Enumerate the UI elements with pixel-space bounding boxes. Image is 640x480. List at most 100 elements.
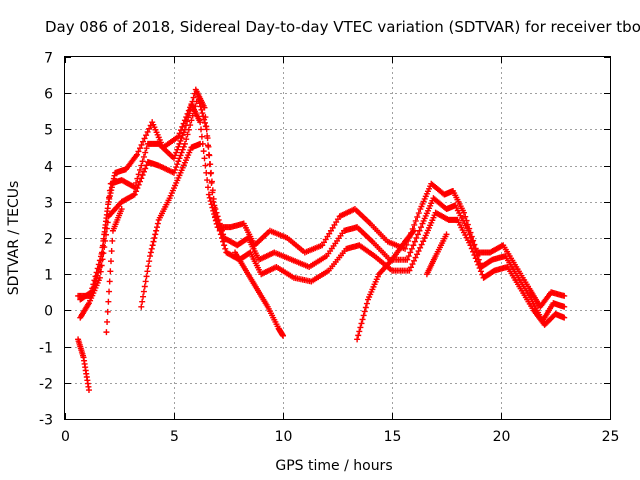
data-point xyxy=(142,165,149,172)
data-point xyxy=(356,328,363,335)
data-point xyxy=(197,103,204,110)
data-point xyxy=(210,195,217,202)
data-point xyxy=(99,256,106,263)
y-axis-label: SDTVAR / TECUs xyxy=(6,181,22,296)
x-tick-label: 15 xyxy=(384,429,402,445)
data-point xyxy=(171,155,177,162)
data-point xyxy=(205,184,212,191)
data-point xyxy=(139,298,146,305)
data-point xyxy=(145,263,152,270)
data-point xyxy=(357,324,364,331)
y-tick-label: 7 xyxy=(44,51,53,67)
data-point xyxy=(468,245,475,252)
x-tick-label: 25 xyxy=(602,429,620,445)
data-point xyxy=(402,245,409,252)
data-point xyxy=(412,254,419,261)
data-point xyxy=(196,100,203,107)
data-point xyxy=(410,242,417,249)
data-point xyxy=(173,164,180,171)
data-point xyxy=(175,143,182,150)
data-point xyxy=(179,146,186,153)
y-tick-label: 5 xyxy=(44,123,53,139)
data-point xyxy=(362,304,369,311)
data-point xyxy=(414,231,421,238)
y-tick-label: 4 xyxy=(44,160,53,176)
data-point xyxy=(198,133,205,140)
data-point xyxy=(199,110,206,117)
data-point xyxy=(175,133,182,140)
data-point xyxy=(406,267,413,274)
data-point xyxy=(194,93,201,100)
data-point xyxy=(405,253,412,260)
data-point xyxy=(417,244,424,251)
data-point xyxy=(148,245,155,252)
data-point xyxy=(175,158,182,165)
y-tick-label: -1 xyxy=(39,341,53,357)
data-point xyxy=(138,162,145,169)
data-point xyxy=(206,152,213,159)
data-point xyxy=(136,178,143,185)
data-point xyxy=(173,149,180,156)
data-point xyxy=(186,110,193,117)
data-point xyxy=(212,213,219,220)
y-tick-label: 2 xyxy=(44,232,53,248)
data-point xyxy=(141,283,148,290)
data-point xyxy=(135,148,142,155)
data-point xyxy=(140,153,147,160)
data-point xyxy=(106,194,113,201)
data-point xyxy=(153,224,160,231)
data-point xyxy=(146,125,153,132)
data-point xyxy=(189,112,196,119)
x-tick-label: 20 xyxy=(493,429,511,445)
data-point xyxy=(177,137,184,144)
data-point xyxy=(136,145,143,152)
data-point xyxy=(141,135,148,142)
data-point xyxy=(92,273,99,280)
data-point xyxy=(153,227,160,234)
data-point xyxy=(208,169,215,176)
data-point xyxy=(143,273,150,280)
data-point xyxy=(211,204,218,211)
data-point xyxy=(133,151,140,158)
data-point xyxy=(561,303,568,310)
data-point xyxy=(201,155,208,162)
data-point xyxy=(104,318,111,325)
data-point xyxy=(467,242,474,249)
data-point xyxy=(202,123,209,130)
data-point xyxy=(135,171,142,178)
y-axis-ticks: -3 -2 -1 0 1 2 3 4 5 6 7 xyxy=(39,51,610,429)
data-point xyxy=(215,224,222,231)
data-point xyxy=(195,97,202,104)
data-point xyxy=(176,140,183,147)
data-point xyxy=(407,249,414,256)
data-point xyxy=(174,161,181,168)
data-point xyxy=(207,161,214,168)
x-tick-label: 0 xyxy=(61,429,70,445)
data-series xyxy=(77,93,568,328)
data-point xyxy=(412,217,419,224)
data-point xyxy=(107,258,114,265)
data-point xyxy=(407,264,414,271)
data-point xyxy=(201,119,208,126)
data-point xyxy=(204,177,211,184)
data-point xyxy=(118,206,125,213)
data-point xyxy=(358,320,365,327)
data-point xyxy=(413,235,420,241)
data-point xyxy=(470,248,477,255)
data-point xyxy=(410,227,417,234)
data-point xyxy=(90,281,97,288)
data-point xyxy=(472,255,479,262)
y-tick-label: 6 xyxy=(44,87,53,103)
data-point xyxy=(178,149,185,156)
data-point xyxy=(150,238,157,245)
data-point xyxy=(142,149,149,156)
data-point xyxy=(471,252,478,259)
data-point xyxy=(176,130,183,137)
data-point xyxy=(414,214,421,221)
data-point xyxy=(280,332,286,339)
data-point xyxy=(191,107,198,114)
data-point xyxy=(206,194,213,201)
data-point xyxy=(147,249,154,256)
data-point xyxy=(465,227,472,234)
data-point xyxy=(201,116,208,123)
